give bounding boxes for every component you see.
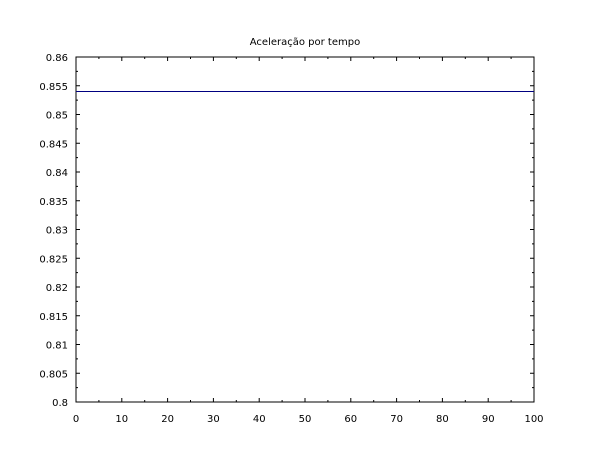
plot-frame [75,56,535,403]
y-tick-label: 0.835 [39,197,68,208]
x-tick-label: 0 [73,414,79,425]
y-tick-label: 0.84 [46,168,68,179]
y-tick-label: 0.8 [52,398,68,409]
chart-title: Aceleração por tempo [250,37,360,48]
y-tick-label: 0.85 [46,111,68,122]
y-tick-label: 0.86 [46,53,68,64]
y-tick-label: 0.815 [39,312,68,323]
x-tick-label: 20 [161,414,174,425]
x-tick-label: 30 [207,414,220,425]
x-tick-label: 50 [299,414,312,425]
y-tick-label: 0.825 [39,254,68,265]
x-tick-label: 60 [344,414,357,425]
y-tick-label: 0.855 [39,82,68,93]
y-tick-label: 0.845 [39,139,68,150]
x-tick-label: 100 [524,414,543,425]
y-tick-label: 0.82 [46,283,68,294]
x-tick-label: 10 [115,414,128,425]
x-tick-label: 90 [482,414,495,425]
y-tick-label: 0.805 [39,369,68,380]
x-tick-label: 80 [436,414,449,425]
y-tick-label: 0.83 [46,226,68,237]
y-tick-label: 0.81 [46,341,68,352]
x-tick-label: 70 [390,414,403,425]
x-tick-label: 40 [253,414,266,425]
axes: 0 10 20 30 40 50 60 70 80 90 100 0.8 0.805 0.81 0.815 0… [39,53,543,425]
